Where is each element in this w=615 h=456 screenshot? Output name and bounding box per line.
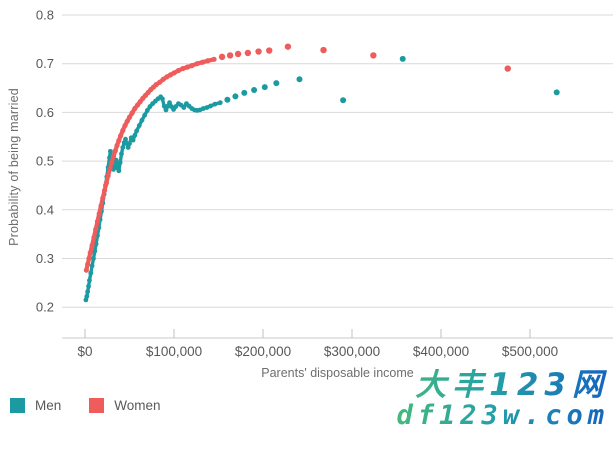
svg-text:0.4: 0.4	[36, 202, 54, 217]
svg-text:0.5: 0.5	[36, 154, 54, 169]
svg-text:0.2: 0.2	[36, 300, 54, 315]
y-axis-title: Probability of being married	[7, 88, 21, 246]
legend-label-women: Women	[114, 398, 161, 413]
x-axis-title: Parents' disposable income	[261, 366, 414, 380]
svg-text:0.7: 0.7	[36, 56, 54, 71]
svg-text:0.6: 0.6	[36, 105, 54, 120]
women-color-swatch-icon	[89, 398, 105, 413]
legend-item-men: Men	[10, 398, 61, 413]
svg-text:$400,000: $400,000	[413, 344, 469, 359]
svg-text:$200,000: $200,000	[235, 344, 291, 359]
svg-text:0.8: 0.8	[36, 8, 54, 23]
legend-label-men: Men	[35, 398, 62, 413]
svg-text:$100,000: $100,000	[146, 344, 202, 359]
watermark-site-url: df123w.com	[396, 399, 609, 431]
chart-canvas: 0.2 0.3 0.4 0.5 0.6 0.7 0.8 $0 $100,000 $200,000 $…	[36, 8, 613, 359]
men-color-swatch-icon	[10, 398, 25, 413]
svg-text:$0: $0	[77, 344, 92, 359]
svg-text:$300,000: $300,000	[324, 344, 380, 359]
legend-item-women: Women	[89, 398, 161, 413]
svg-text:0.3: 0.3	[36, 251, 54, 266]
chart-legend: Men Women	[10, 398, 161, 413]
svg-text:$500,000: $500,000	[502, 344, 558, 359]
